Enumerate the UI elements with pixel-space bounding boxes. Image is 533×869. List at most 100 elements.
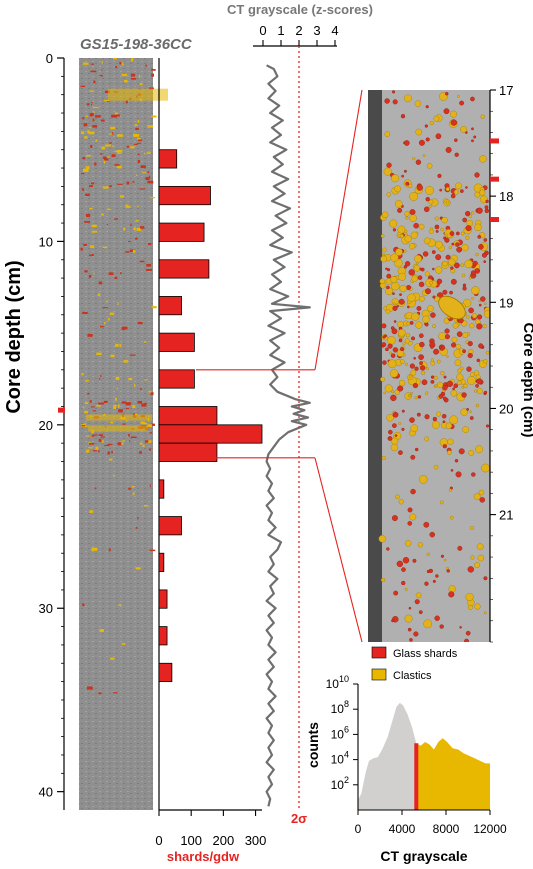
core-particle	[92, 410, 97, 412]
zoom-particle	[440, 371, 445, 376]
zoom-particle	[399, 284, 407, 293]
zoom-particle	[454, 262, 460, 269]
zoom-particle	[404, 362, 408, 366]
zoom-particle	[394, 200, 403, 208]
zoom-particle	[454, 152, 459, 157]
zoom-particle	[484, 205, 489, 210]
shards-tick-label: 0	[155, 833, 162, 848]
core-particle	[91, 547, 98, 551]
core-particle	[96, 404, 101, 407]
core-particle	[101, 61, 103, 64]
zoom-particle	[445, 92, 449, 96]
core-particle	[93, 111, 95, 114]
zoom-particle	[408, 269, 415, 276]
zoom-particle	[436, 278, 443, 284]
zoom-depth-markers	[490, 138, 499, 223]
zoom-particle	[404, 540, 412, 547]
core-particle	[90, 144, 93, 148]
core-particle	[98, 692, 102, 695]
shards-bar	[158, 222, 205, 242]
core-particle	[98, 402, 105, 405]
zoom-particle	[391, 515, 398, 522]
zoom-particle	[451, 242, 455, 246]
core-particle	[88, 127, 92, 129]
zoom-particle	[474, 223, 482, 232]
core-particle	[116, 387, 118, 390]
core-particle	[94, 487, 97, 490]
histogram-y-tick-label: 1010	[326, 674, 349, 691]
core-particle	[124, 79, 128, 83]
zoom-particle	[446, 380, 453, 387]
core-particle	[113, 692, 118, 694]
core-particle	[98, 281, 103, 285]
shards-tick-label: 200	[213, 833, 235, 848]
zoom-particle	[461, 386, 464, 389]
core-particle	[91, 253, 94, 256]
zoom-particle	[409, 321, 414, 325]
zoom-particle	[384, 131, 391, 137]
zoom-particle	[435, 254, 442, 261]
zoom-particle	[430, 312, 436, 318]
histogram-y-tick-base: 10	[326, 677, 340, 691]
zoom-particle	[422, 154, 426, 158]
core-particle	[90, 406, 95, 408]
zoom-particle	[410, 488, 416, 495]
zoom-particle	[485, 424, 490, 428]
zoom-particle	[478, 489, 485, 496]
zoom-particle	[398, 329, 406, 337]
zoom-particle	[386, 336, 396, 345]
core-particle	[91, 224, 97, 228]
core-particle	[149, 448, 152, 451]
core-particle	[110, 126, 116, 130]
zoom-particle	[473, 493, 481, 500]
zoom-particle	[386, 414, 394, 422]
core-particle	[139, 83, 143, 86]
core-particle	[91, 430, 94, 434]
core-particle	[95, 115, 101, 118]
core-particle	[151, 68, 156, 71]
core-particle	[147, 424, 153, 428]
zoom-particle	[418, 281, 425, 288]
zoom-particle	[445, 422, 453, 429]
zoom-particle	[483, 310, 490, 319]
histogram-x-tick-label: 0	[355, 822, 362, 836]
core-particle	[125, 100, 128, 104]
zoom-particle	[454, 459, 459, 463]
histogram-y-tick-base: 10	[331, 727, 345, 741]
zoom-particle	[390, 275, 398, 283]
zoom-particle	[470, 270, 476, 276]
zoom-particle	[445, 146, 452, 153]
zoom-particle	[478, 299, 481, 303]
core-particle	[134, 124, 138, 126]
zoom-particle	[380, 376, 386, 382]
zoom-particle	[418, 610, 423, 615]
core-particle	[84, 423, 86, 425]
core-particle	[136, 205, 139, 207]
core-image-background	[79, 58, 153, 810]
zoom-particle	[409, 638, 413, 642]
zoom-particle	[392, 228, 397, 232]
shards-bar	[158, 626, 168, 646]
zoom-depth-marker	[490, 138, 499, 144]
zoom-particle	[434, 216, 439, 221]
shards-bar	[158, 552, 165, 572]
core-particle	[131, 77, 137, 80]
zoom-particle	[410, 454, 416, 460]
zoom-particle	[454, 138, 458, 142]
core-particle	[92, 125, 98, 128]
core-particle	[108, 317, 110, 321]
zoom-particle	[424, 581, 429, 586]
core-particle	[92, 434, 98, 436]
zoom-particle	[422, 315, 430, 324]
core-particle	[149, 549, 156, 552]
core-particle	[88, 442, 95, 445]
core-particle	[134, 413, 138, 416]
zoom-particle	[433, 348, 439, 355]
core-particle	[149, 484, 151, 488]
zoom-particle	[437, 381, 444, 389]
zoom-particle	[409, 363, 415, 369]
core-particle	[115, 376, 120, 380]
core-particle	[135, 220, 139, 222]
shards-bars	[158, 149, 263, 683]
core-particle	[150, 115, 157, 118]
